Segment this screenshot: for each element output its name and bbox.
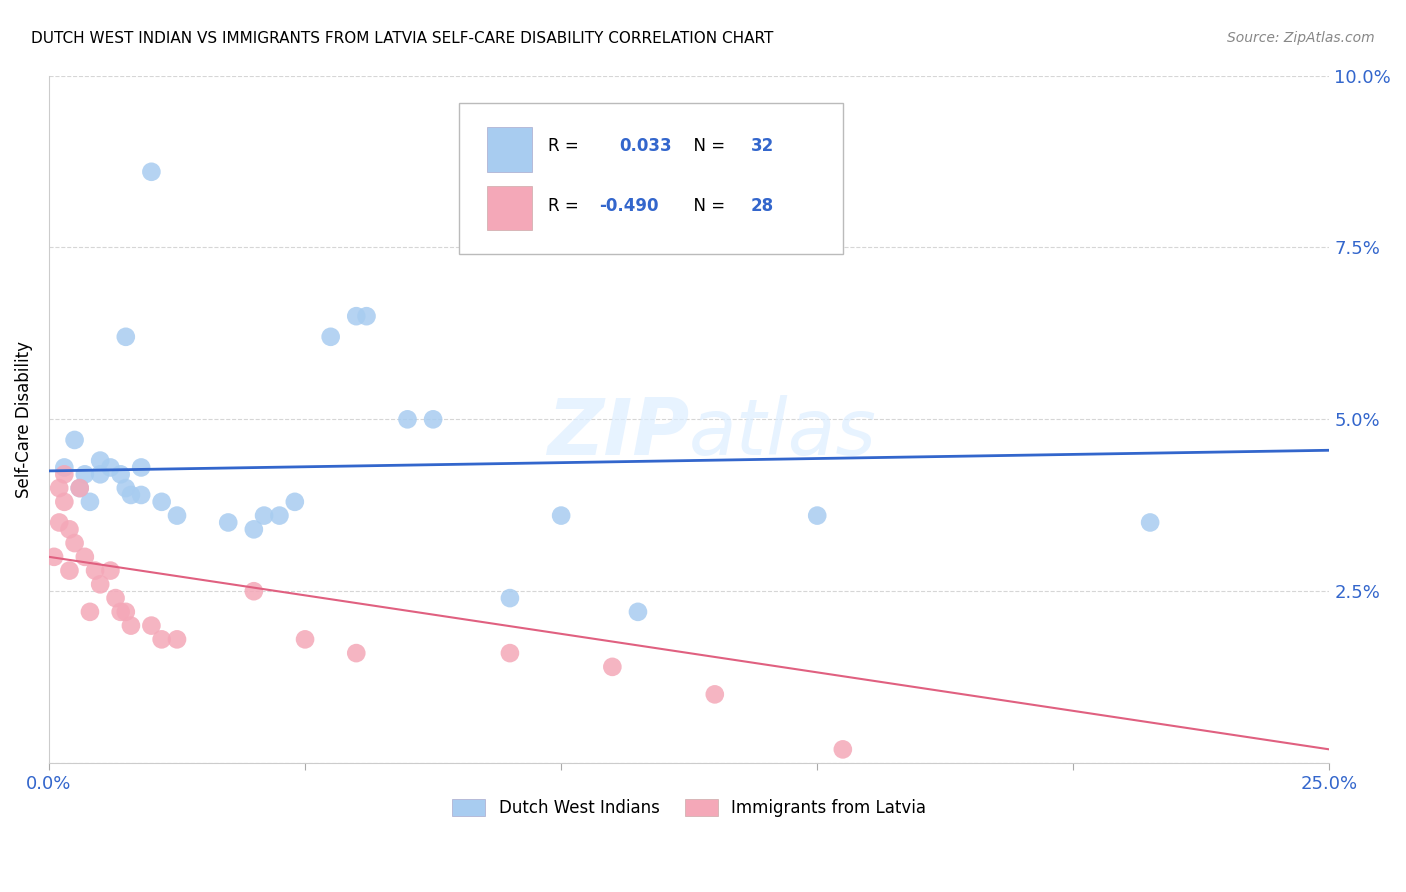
Point [1139,516,1161,530]
Point [89,453,111,467]
Point [110,467,132,482]
Point [602,660,624,674]
Point [550,508,572,523]
Point [63,536,86,550]
Point [243,522,266,536]
Text: R =: R = [548,197,585,215]
Point [703,687,725,701]
Point [63,433,86,447]
Point [120,618,142,632]
Point [48,481,70,495]
Point [831,742,853,756]
Point [58,564,80,578]
Point [114,481,136,495]
Point [319,330,342,344]
Point [73,467,96,482]
Point [79,495,101,509]
Text: R =: R = [548,136,589,154]
Text: -0.490: -0.490 [599,197,659,215]
Point [42,549,65,564]
Point [344,646,367,660]
Point [269,508,291,523]
Text: N =: N = [683,197,730,215]
Point [806,508,828,523]
Legend: Dutch West Indians, Immigrants from Latvia: Dutch West Indians, Immigrants from Latv… [446,792,934,823]
Point [166,508,188,523]
Text: 0.033: 0.033 [619,136,672,154]
Point [69,481,91,495]
Text: DUTCH WEST INDIAN VS IMMIGRANTS FROM LATVIA SELF-CARE DISABILITY CORRELATION CHA: DUTCH WEST INDIAN VS IMMIGRANTS FROM LAT… [31,31,773,46]
FancyBboxPatch shape [486,127,531,172]
Point [294,632,316,647]
Point [422,412,444,426]
Text: 32: 32 [751,136,773,154]
Point [120,488,142,502]
Point [344,309,367,323]
Point [53,495,76,509]
Point [141,618,163,632]
Point [104,591,127,606]
Text: N =: N = [683,136,730,154]
Point [73,549,96,564]
Point [69,481,91,495]
Point [84,564,107,578]
Point [100,564,122,578]
Point [129,488,152,502]
Point [129,460,152,475]
Point [114,605,136,619]
Text: 28: 28 [751,197,773,215]
Point [89,467,111,482]
Text: atlas: atlas [689,395,877,471]
Point [114,330,136,344]
Point [53,460,76,475]
Point [356,309,378,323]
Point [48,516,70,530]
Y-axis label: Self-Care Disability: Self-Care Disability [15,341,32,498]
Point [79,605,101,619]
Point [150,632,173,647]
Point [499,591,522,606]
Point [284,495,307,509]
Point [396,412,419,426]
Point [100,460,122,475]
Point [150,495,173,509]
Point [253,508,276,523]
Text: Source: ZipAtlas.com: Source: ZipAtlas.com [1227,31,1375,45]
Point [141,165,163,179]
Point [499,646,522,660]
Text: ZIP: ZIP [547,395,689,471]
Point [243,584,266,599]
Point [110,605,132,619]
Point [217,516,239,530]
FancyBboxPatch shape [486,186,531,230]
FancyBboxPatch shape [458,103,842,254]
Point [58,522,80,536]
Point [53,467,76,482]
Point [166,632,188,647]
Point [89,577,111,591]
Point [627,605,650,619]
